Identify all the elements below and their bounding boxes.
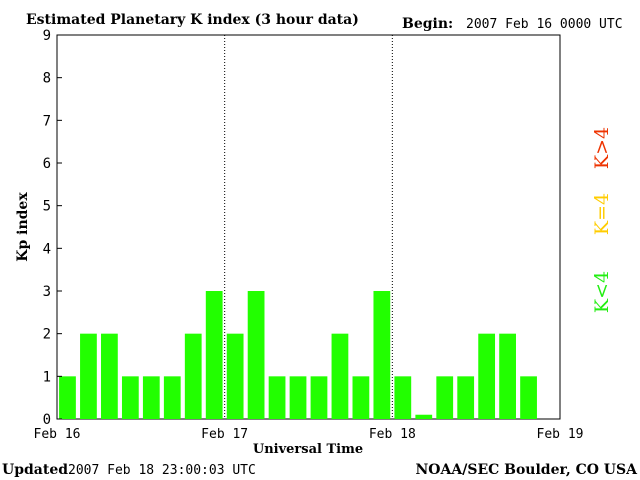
- kp-bar: [310, 376, 328, 419]
- updated-label: Updated: [2, 462, 68, 478]
- kp-bar: [373, 291, 391, 419]
- y-tick-label: 9: [43, 28, 51, 44]
- kp-bar: [59, 376, 76, 419]
- legend-k-equal-4: K=4: [591, 193, 613, 235]
- kp-bar: [184, 333, 202, 419]
- kp-bar: [121, 376, 139, 419]
- y-tick-label: 3: [43, 284, 51, 300]
- x-axis-label: Universal Time: [253, 442, 363, 457]
- kp-bar: [331, 333, 349, 419]
- kp-bar: [289, 376, 307, 419]
- kp-bar: [394, 376, 412, 419]
- y-axis-ticks: 0 1 2 3 4 5 6 7 8 9: [43, 28, 62, 428]
- day-dividers: [224, 35, 393, 419]
- kp-bar: [205, 291, 223, 419]
- kp-bar: [101, 333, 118, 419]
- y-tick-label: 6: [43, 156, 51, 172]
- kp-bar: [352, 376, 370, 419]
- x-tick-label: Feb 18: [369, 427, 416, 442]
- bars-group: [59, 291, 537, 419]
- kp-bar: [247, 291, 265, 419]
- y-tick-label: 7: [43, 113, 51, 129]
- kp-bar: [268, 376, 286, 419]
- kp-bar: [142, 376, 160, 419]
- begin-value: 2007 Feb 16 0000 UTC: [466, 17, 623, 32]
- y-tick-label: 2: [43, 327, 51, 343]
- kp-bar: [499, 333, 516, 419]
- kp-bar: [478, 333, 496, 419]
- legend-k-less-4: K<4: [591, 271, 613, 313]
- begin-label: Begin:: [402, 16, 453, 32]
- kp-bar: [226, 333, 244, 419]
- x-tick-label: Feb 19: [537, 427, 584, 442]
- y-tick-label: 4: [43, 241, 51, 257]
- y-tick-label: 1: [43, 369, 51, 385]
- kp-bar: [80, 333, 97, 419]
- kp-bar: [415, 414, 433, 419]
- chart-title: Estimated Planetary K index (3 hour data…: [26, 12, 359, 28]
- y-axis-label: Kp index: [15, 192, 31, 262]
- kp-bar: [457, 376, 475, 419]
- source-credit: NOAA/SEC Boulder, CO USA: [416, 462, 639, 478]
- x-axis-ticks: Feb 16 Feb 17 Feb 18 Feb 19: [34, 427, 584, 442]
- kp-bar: [520, 376, 537, 419]
- updated-value: 2007 Feb 18 23:00:03 UTC: [68, 463, 256, 478]
- y-tick-label: 0: [43, 412, 51, 428]
- plot-frame: [56, 34, 561, 420]
- x-tick-label: Feb 16: [34, 427, 81, 442]
- y-tick-label: 5: [43, 199, 51, 215]
- legend-k-greater-4: K>4: [591, 127, 613, 169]
- y-tick-label: 8: [43, 71, 51, 87]
- x-tick-label: Feb 17: [201, 427, 248, 442]
- kp-bar: [163, 376, 181, 419]
- kp-bar: [436, 376, 454, 419]
